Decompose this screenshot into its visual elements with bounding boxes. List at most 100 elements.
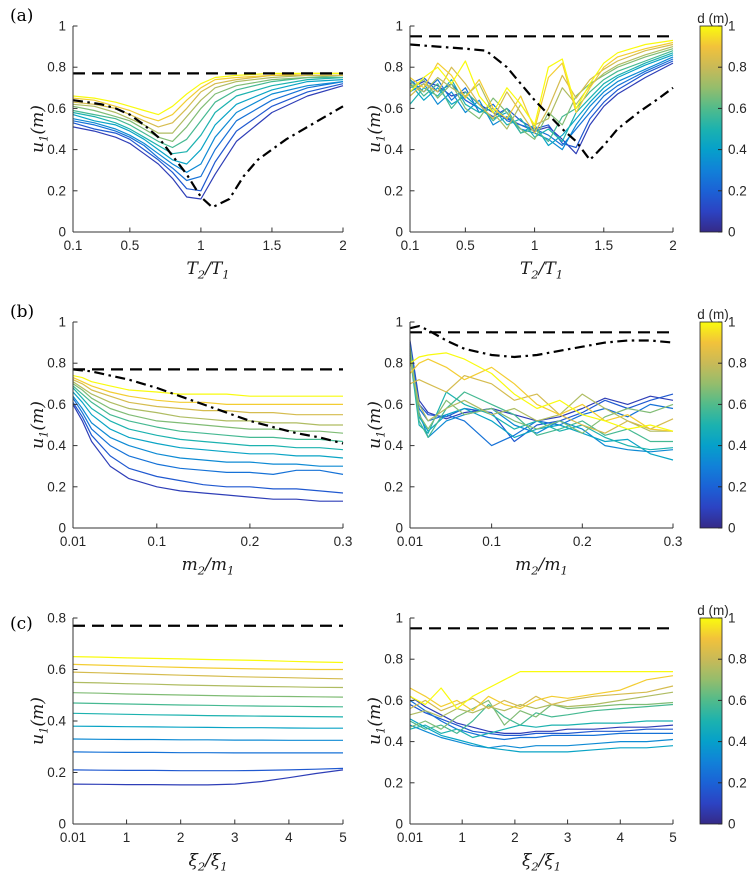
plot-area-a-left: 0.1 0.5 1 1.5 2 0 0.2 0.4 0.6 0.8 1 T2/T1 u1(m) — [28, 19, 347, 282]
plot-area-a-right: 0.1 0.5 1 1.5 2 0 0.2 0.4 0.6 0.8 1 T2/T1 u1(m) — [365, 19, 677, 282]
chart-b-right: 0.01 0.1 0.2 0.3 0 0.2 0.4 0.6 0.8 1 m2/m1 u1(m) — [365, 315, 682, 578]
y-tick-label: 0.2 — [47, 183, 66, 198]
data-line-d0.33 — [409, 352, 674, 453]
y-tick-label: 0.2 — [384, 183, 403, 198]
data-line-d0.67 — [72, 692, 344, 698]
y-tick-label: 0.2 — [47, 765, 66, 780]
x-tick-label: 0.3 — [334, 534, 353, 549]
x-tick-label: 0.2 — [573, 534, 592, 549]
data-line-d0.08 — [72, 85, 344, 200]
colorbar-tick-label: 1 — [728, 19, 736, 34]
colorbar-gradient — [699, 617, 723, 825]
y-tick-label: 0 — [395, 521, 403, 536]
data-line-d1 — [72, 375, 343, 397]
data-line-d0.67 — [72, 74, 344, 143]
data-line-d0.83 — [409, 685, 674, 712]
y-tick-label: 0.8 — [384, 356, 403, 371]
chart-c-left: 0.01 1 2 3 4 5 0 0.2 0.4 0.6 0.8 ξ2/ξ1 u1(m) — [28, 611, 347, 874]
y-tick-label: 0 — [58, 225, 66, 240]
data-line-d0.83 — [409, 43, 674, 134]
y-tick-label: 0.4 — [384, 142, 403, 157]
x-tick-label: 5 — [669, 830, 677, 845]
x-tick-label: 2 — [669, 238, 677, 253]
data-line-d0.83 — [72, 671, 344, 680]
data-line-d0.17 — [72, 767, 344, 772]
data-line-d0.67 — [409, 699, 674, 730]
data-line-d0.08 — [409, 695, 674, 735]
data-line-d0.17 — [409, 60, 674, 149]
panel-label-a: (a) — [10, 6, 34, 26]
data-line-d0.42 — [72, 79, 344, 165]
data-line-d0.58 — [72, 702, 344, 708]
x-tick-label: 4 — [617, 830, 625, 845]
x-tick-label: 0.1 — [401, 238, 420, 253]
x-tick-label: 1 — [123, 830, 131, 845]
data-line-d0.25 — [72, 397, 344, 475]
y-axis-label: u1(m) — [28, 401, 51, 449]
data-line-d1 — [409, 670, 673, 710]
x-tick-label: 4 — [285, 830, 293, 845]
data-line-d0.42 — [409, 348, 674, 461]
colorbar-tick-label: 0.6 — [728, 397, 747, 412]
y-tick-label: 0.4 — [384, 438, 403, 453]
data-line-d0.92 — [72, 377, 343, 406]
y-tick-label: 0.4 — [384, 734, 403, 749]
x-axis-label: m2/m1 — [182, 555, 235, 578]
colorbar-title-c: d (m) — [697, 603, 729, 618]
data-line-d0.08 — [72, 404, 343, 502]
data-line-d0.83 — [72, 379, 343, 416]
dashdot-reference-line — [72, 99, 344, 209]
colorbar-tick-label: 0.2 — [728, 479, 747, 494]
chart-a-left: 0.1 0.5 1 1.5 2 0 0.2 0.4 0.6 0.8 1 T2/T1 u1(m) — [28, 19, 347, 282]
data-line-d0.92 — [409, 41, 674, 130]
data-line-d0.08 — [409, 340, 674, 422]
y-tick-label: 0.8 — [47, 611, 66, 626]
data-line-d0.75 — [72, 381, 343, 426]
colorbar-tick-label: 0.2 — [728, 183, 747, 198]
y-tick-label: 0.8 — [384, 652, 403, 667]
data-line-d0.17 — [409, 703, 673, 736]
data-line-d0.42 — [72, 391, 344, 459]
colorbar-tick-label: 0.6 — [728, 693, 747, 708]
colorbar-tick-label: 0.8 — [728, 356, 747, 371]
x-tick-label: 2 — [177, 830, 185, 845]
colorbar-tick-label: 0 — [728, 225, 736, 240]
x-axis-label: T2/T1 — [520, 259, 563, 282]
x-tick-label: 3 — [231, 830, 239, 845]
x-tick-label: 2 — [511, 830, 519, 845]
colorbar-tick-label: 0.8 — [728, 60, 747, 75]
data-line-d0.08 — [72, 769, 344, 786]
x-axis-label: ξ2/ξ1 — [522, 851, 561, 874]
y-tick-label: 0.2 — [384, 775, 403, 790]
x-tick-label: 1.5 — [594, 238, 613, 253]
panel-label-b: (b) — [10, 302, 35, 322]
y-tick-label: 0 — [58, 817, 66, 832]
data-line-d0.17 — [72, 401, 344, 494]
data-line-d0.67 — [72, 383, 344, 434]
x-tick-label: 1 — [531, 238, 539, 253]
dashdot-reference-line — [409, 324, 674, 359]
y-axis-label: u1(m) — [365, 401, 388, 449]
data-line-d0.42 — [409, 718, 674, 753]
panel-label-c: (c) — [10, 614, 33, 634]
data-line-d0.92 — [72, 72, 343, 122]
y-axis-label: u1(m) — [365, 105, 388, 153]
colorbar-tick-label: 1 — [728, 611, 736, 626]
x-tick-label: 0.1 — [482, 534, 501, 549]
y-tick-label: 0.6 — [384, 101, 403, 116]
colorbar-gradient — [699, 321, 723, 529]
plot-area-c-left: 0.01 1 2 3 4 5 0 0.2 0.4 0.6 0.8 ξ2/ξ1 u1(m) — [28, 611, 347, 874]
data-line-d0.33 — [72, 738, 343, 741]
y-tick-label: 0.4 — [47, 142, 66, 157]
data-line-d0.75 — [409, 358, 673, 432]
y-tick-label: 0.2 — [47, 479, 66, 494]
plot-area-c-right: 0.01 1 2 3 4 5 0 0.2 0.4 0.6 0.8 1 ξ2/ξ1 u1(m) — [365, 611, 677, 874]
data-line-d0.42 — [72, 725, 343, 729]
x-tick-label: 0.5 — [456, 238, 475, 253]
plot-area-b-right: 0.01 0.1 0.2 0.3 0 0.2 0.4 0.6 0.8 1 m2/m1 u1(m) — [365, 315, 682, 578]
colorbar-tick-label: 0.2 — [728, 775, 747, 790]
data-line-d0.58 — [409, 703, 674, 735]
data-line-d0.25 — [72, 751, 343, 754]
y-tick-label: 0.6 — [384, 397, 403, 412]
plot-area-b-left: 0.01 0.1 0.2 0.3 0 0.2 0.4 0.6 0.8 1 m2/m1 u1(m) — [28, 315, 352, 578]
